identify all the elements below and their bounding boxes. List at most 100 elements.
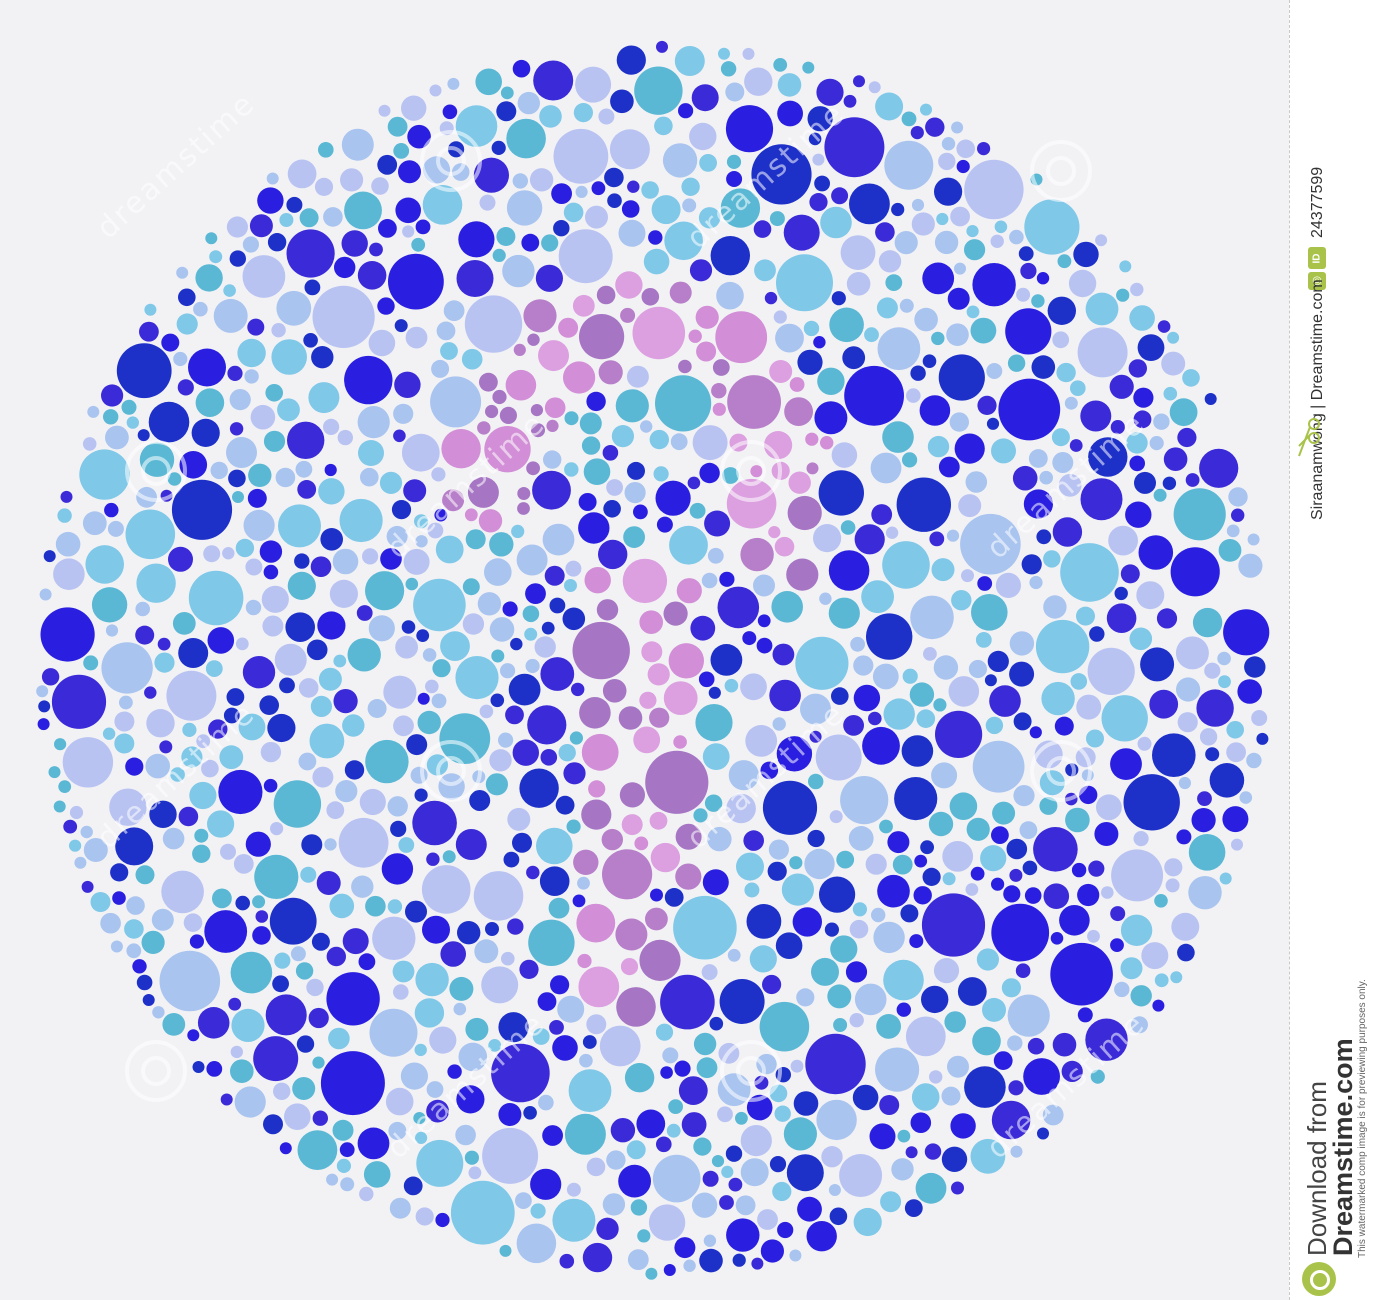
background-dot [927, 435, 950, 458]
background-dot [929, 531, 945, 547]
background-dot [101, 384, 124, 407]
background-dot [553, 128, 609, 184]
background-dot [265, 994, 307, 1036]
background-dot [36, 685, 49, 698]
background-dot [664, 888, 684, 907]
background-dot [829, 307, 864, 343]
background-dot [783, 214, 820, 251]
background-dot [219, 745, 244, 770]
background-dot [220, 1093, 233, 1106]
background-dot [690, 615, 716, 641]
background-dot [234, 1086, 266, 1118]
background-dot [964, 239, 986, 261]
background-dot [414, 1043, 427, 1057]
background-dot [431, 359, 450, 378]
background-dot [464, 1150, 479, 1165]
background-dot [1021, 554, 1042, 575]
background-dot [270, 822, 284, 836]
background-dot [394, 371, 421, 398]
background-dot [107, 520, 124, 537]
background-dot [337, 429, 353, 446]
background-dot [491, 140, 506, 155]
background-dot [1031, 355, 1056, 379]
background-dot [332, 548, 359, 575]
background-dot [488, 1039, 502, 1052]
background-dot [235, 538, 255, 558]
background-dot [125, 757, 144, 776]
background-dot [421, 865, 471, 914]
background-dot [674, 46, 705, 76]
background-dot [1226, 742, 1246, 763]
background-dot [760, 761, 779, 780]
background-dot [655, 1023, 674, 1041]
background-dot [902, 452, 918, 468]
background-dot [287, 421, 325, 459]
background-dot [872, 663, 899, 690]
background-dot [687, 476, 701, 490]
background-dot [769, 211, 785, 227]
background-dot [669, 525, 708, 565]
background-dot [582, 1242, 613, 1273]
background-dot [126, 416, 139, 429]
background-dot [152, 1006, 165, 1019]
background-dot [69, 839, 82, 852]
figure-dot [711, 383, 727, 399]
background-dot [135, 601, 150, 617]
background-dot [500, 663, 516, 679]
background-dot [415, 1207, 434, 1226]
background-dot [948, 676, 980, 707]
background-dot [596, 1217, 619, 1241]
figure-dot [619, 782, 646, 808]
background-dot [709, 1016, 724, 1031]
figure-dot [598, 360, 623, 385]
background-dot [204, 910, 248, 953]
background-dot [540, 749, 558, 766]
background-dot [1226, 524, 1240, 538]
background-dot [542, 1125, 563, 1146]
image-area: dreamstime dreamstime dreamstime dreamst… [36, 40, 1270, 1280]
background-dot [38, 700, 51, 713]
background-dot [287, 571, 316, 601]
background-dot [335, 780, 358, 803]
background-dot [1043, 595, 1067, 619]
background-dot [274, 643, 307, 676]
background-dot [882, 421, 914, 453]
background-dot [458, 221, 495, 258]
background-dot [359, 1186, 374, 1202]
background-dot [371, 177, 389, 195]
background-dot [160, 489, 173, 502]
background-dot [479, 194, 496, 211]
background-dot [808, 773, 824, 790]
background-dot [326, 972, 380, 1026]
background-dot [621, 200, 640, 218]
background-dot [1010, 1145, 1023, 1158]
background-dot [626, 1140, 646, 1160]
background-dot [796, 988, 815, 1007]
background-dot [699, 462, 720, 484]
background-dot [933, 655, 959, 680]
background-dot [443, 300, 465, 322]
background-dot [105, 425, 129, 450]
background-dot [819, 592, 832, 605]
background-dot [563, 762, 586, 785]
background-dot [1134, 471, 1156, 494]
background-dot [1192, 607, 1223, 638]
background-dot [481, 966, 519, 1004]
background-dot [746, 1094, 773, 1121]
background-dot [854, 524, 885, 555]
background-dot [312, 285, 375, 348]
background-dot [405, 326, 428, 349]
background-dot [395, 197, 422, 224]
background-dot [300, 866, 317, 883]
background-dot [987, 650, 1009, 673]
background-dot [311, 346, 334, 369]
background-dot [701, 572, 718, 589]
background-dot [740, 1158, 769, 1187]
background-dot [1222, 806, 1249, 833]
background-dot [743, 830, 764, 851]
background-dot [1188, 876, 1222, 910]
background-dot [358, 440, 384, 466]
background-dot [507, 807, 531, 831]
background-dot [559, 1253, 575, 1269]
background-dot [831, 442, 858, 468]
